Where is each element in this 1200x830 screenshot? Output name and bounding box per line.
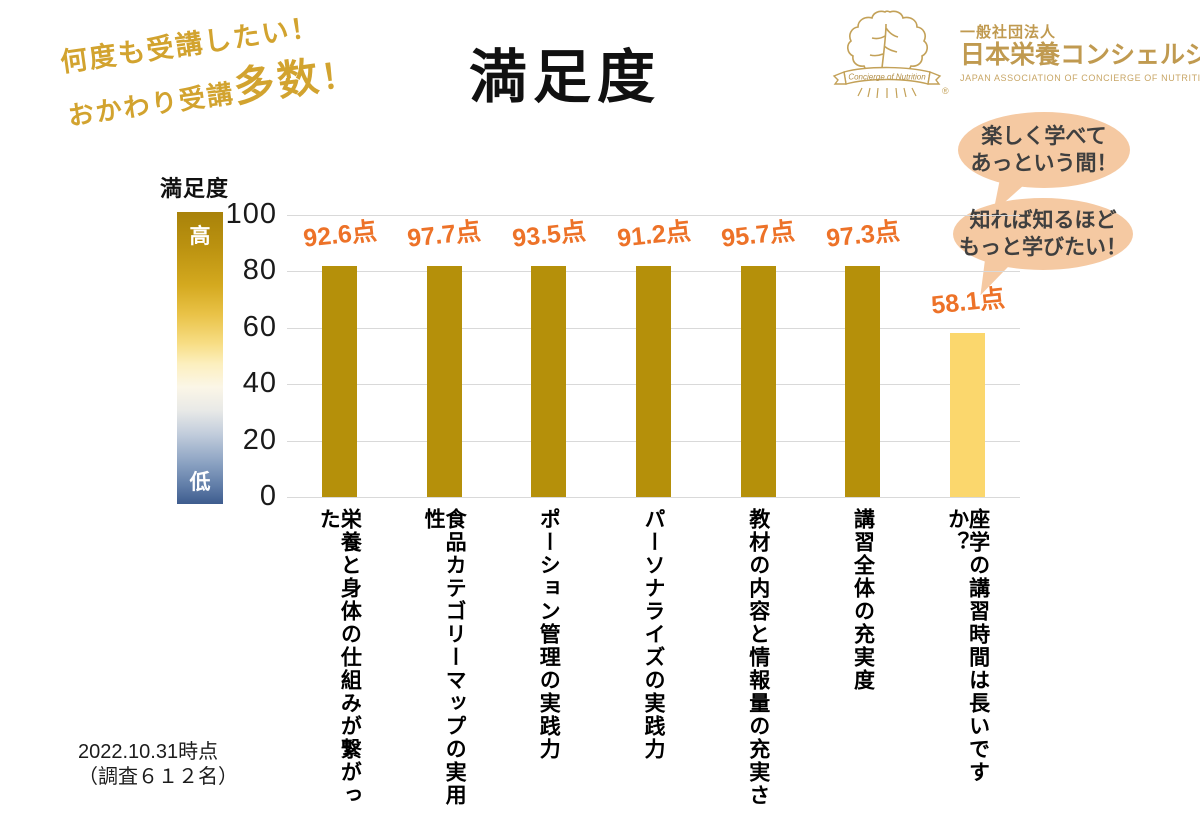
value-label-7: 58.1点 xyxy=(929,284,1006,320)
value-label-6: 97.3点 xyxy=(825,217,902,253)
gridline-100 xyxy=(287,215,1020,216)
y-tick-80: 80 xyxy=(242,254,277,287)
bar-group-2: 97.7点 xyxy=(392,215,497,497)
logo-org-type: 一般社団法人 xyxy=(960,23,1057,41)
bar-series: 92.6点 97.7点 93.5点 91.2点 95.7点 97.3点 xyxy=(287,215,1020,497)
bar-group-3: 93.5点 xyxy=(496,215,601,497)
registered-mark: ® xyxy=(942,86,949,96)
y-axis: 100 80 60 40 20 0 xyxy=(180,198,277,512)
gridline-0 xyxy=(287,497,1020,498)
bar-6 xyxy=(845,266,881,497)
bar-group-1: 92.6点 xyxy=(287,215,392,497)
value-label-2: 97.7点 xyxy=(406,217,483,253)
page-title: 満足度 xyxy=(468,45,661,110)
category-label-4: パーソナライズの実践力 xyxy=(642,508,666,761)
y-tick-20: 20 xyxy=(242,423,277,456)
logo-org-name: 日本栄養コンシェルジュ協会 xyxy=(960,41,1200,70)
association-logo: Concierge of Nutrition ® 一般社団法人 日本栄養コンシェ… xyxy=(826,6,1200,101)
bubble1-line1: 楽しく学べて xyxy=(981,124,1107,148)
survey-sample-size: （調査６１２名） xyxy=(78,766,238,788)
emblem-banner-text: Concierge of Nutrition xyxy=(848,73,926,82)
bar-5 xyxy=(740,266,776,497)
bar-group-6: 97.3点 xyxy=(811,215,916,497)
tree-emblem-icon: Concierge of Nutrition ® xyxy=(832,10,949,99)
category-label-7: 座学の講習時間は長いですか？ xyxy=(945,508,990,784)
bubble2-line2: もっと学びたい！ xyxy=(959,236,1127,259)
y-tick-60: 60 xyxy=(242,310,277,343)
colorbar-high-label: 高 xyxy=(189,225,211,248)
bar-2 xyxy=(426,266,462,497)
survey-date: 2022.10.31時点 xyxy=(78,741,219,763)
category-label-1: 栄養と身体の仕組みが繋がった xyxy=(317,508,362,807)
y-tick-0: 0 xyxy=(259,479,277,512)
y-tick-40: 40 xyxy=(242,367,277,400)
bar-1 xyxy=(321,266,357,497)
bar-chart-plot-area: 92.6点 97.7点 93.5点 91.2点 95.7点 97.3点 xyxy=(287,215,1020,498)
speech-bubble-1: 楽しく学べて あっという間！ xyxy=(958,112,1130,188)
colorbar-title: 満足度 xyxy=(160,176,230,201)
category-label-6: 講習全体の充実度 xyxy=(851,508,875,692)
value-label-5: 95.7点 xyxy=(720,217,797,253)
category-label-3: ポーション管理の実践力 xyxy=(537,508,561,761)
bubble2-line1: 知れば知るほど xyxy=(969,208,1117,232)
value-label-1: 92.6点 xyxy=(301,217,378,253)
x-axis-labels: 栄養と身体の仕組みが繋がった 食品カテゴリーマップの実用性 ポーション管理の実践… xyxy=(287,508,1020,808)
value-label-3: 93.5点 xyxy=(510,217,588,253)
bar-group-4: 91.2点 xyxy=(601,215,706,497)
survey-footnote: 2022.10.31時点 （調査６１２名） xyxy=(78,740,238,790)
logo-text-block: 一般社団法人 日本栄養コンシェルジュ協会 JAPAN ASSOCIATION O… xyxy=(960,24,1200,83)
bar-4 xyxy=(636,266,672,497)
category-label-2: 食品カテゴリーマップの実用性 xyxy=(422,508,467,807)
bubble1-line2: あっという間！ xyxy=(970,152,1118,175)
satisfaction-colorbar: 高 低 xyxy=(177,212,223,504)
bar-group-5: 95.7点 xyxy=(706,215,811,497)
speech-bubble-2: 知れば知るほど もっと学びたい！ xyxy=(953,198,1133,270)
value-label-4: 91.2点 xyxy=(615,217,692,253)
bar-3 xyxy=(531,266,567,497)
category-label-5: 教材の内容と情報量の充実さ xyxy=(746,508,770,807)
bar-group-7: 58.1点 xyxy=(915,215,1020,497)
bar-7 xyxy=(950,333,986,497)
y-tick-100: 100 xyxy=(225,197,277,230)
colorbar-low-label: 低 xyxy=(189,471,211,494)
logo-org-name-en: JAPAN ASSOCIATION OF CONCIERGE OF NUTRIT… xyxy=(960,72,1200,83)
